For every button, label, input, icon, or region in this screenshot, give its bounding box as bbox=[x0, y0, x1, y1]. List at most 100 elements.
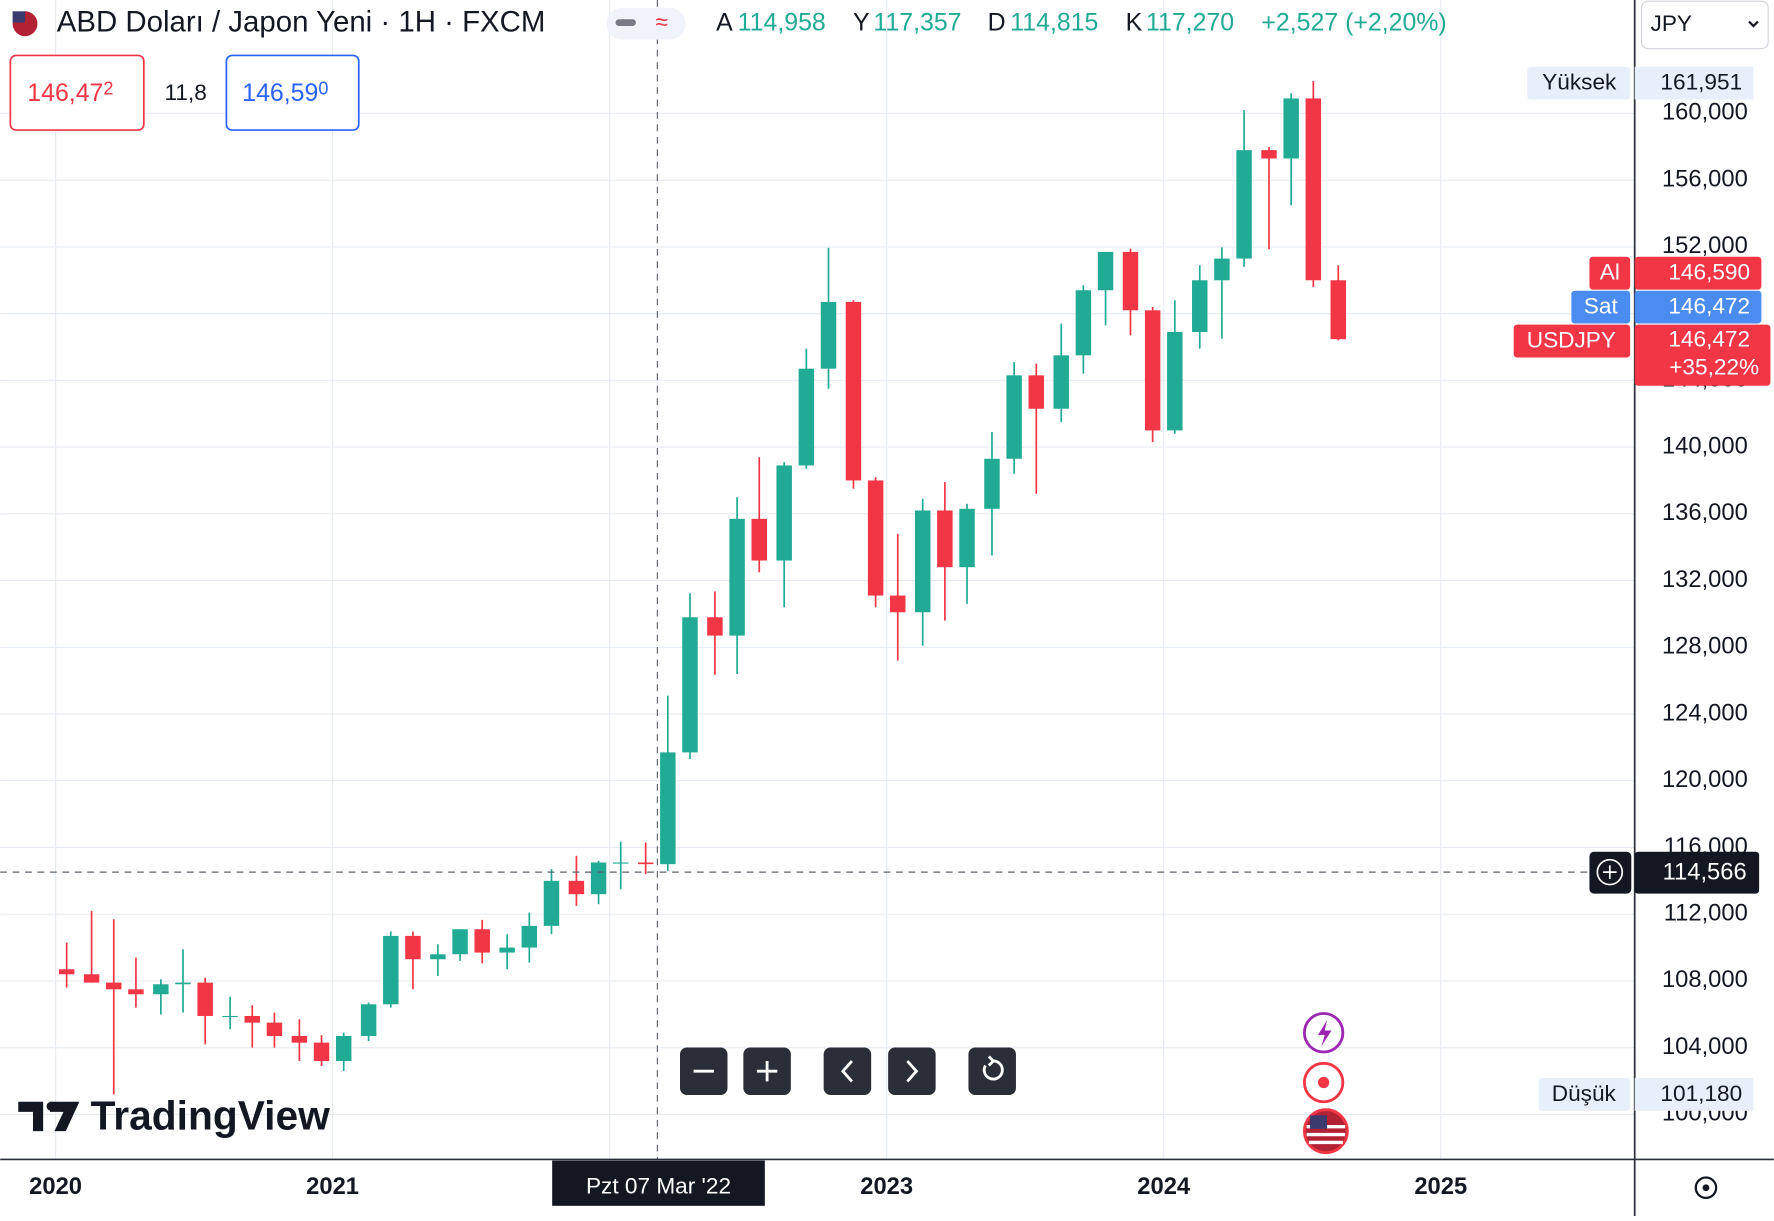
candle-body bbox=[820, 301, 837, 369]
add-icon bbox=[1603, 865, 1617, 879]
crosshair-value-tag bbox=[1634, 851, 1760, 894]
buy-button[interactable] bbox=[225, 54, 360, 131]
status-icon: ≈ bbox=[656, 10, 668, 35]
candle-body bbox=[937, 510, 953, 568]
symbol-name: USDJPY bbox=[1527, 328, 1616, 353]
candle-body bbox=[197, 982, 213, 1016]
ohlc-label: K bbox=[1126, 8, 1143, 36]
candle-body bbox=[244, 1015, 261, 1023]
x-tick-label: 2021 bbox=[306, 1173, 359, 1200]
bid-value-tag bbox=[1634, 290, 1762, 324]
symbol-value: 146,472 bbox=[1668, 326, 1750, 351]
ohlc-label: Y bbox=[853, 8, 870, 36]
ohlc-change: +2,527 (+2,20%) bbox=[1261, 8, 1446, 36]
candle-body bbox=[335, 1035, 352, 1062]
zoom-in-button[interactable] bbox=[743, 1047, 791, 1095]
right-icon bbox=[906, 1060, 919, 1083]
ohlc-value: 114,958 bbox=[738, 8, 826, 36]
ohlc-value: 117,357 bbox=[873, 8, 961, 36]
x-tick-label: 2023 bbox=[860, 1173, 913, 1200]
settings-button[interactable] bbox=[1694, 1176, 1718, 1200]
candle-body bbox=[1305, 98, 1322, 281]
flag-icon-canton bbox=[1310, 1115, 1328, 1129]
candle-body bbox=[313, 1042, 330, 1062]
y-tick-label: 104,000 bbox=[1662, 1033, 1748, 1060]
ohlc-value: 117,270 bbox=[1146, 8, 1234, 36]
flag-icon-canton bbox=[12, 11, 26, 23]
bid-name: Sat bbox=[1584, 294, 1619, 319]
candle-body bbox=[1192, 280, 1208, 332]
candle-body bbox=[83, 974, 100, 983]
x-tick-label: 2024 bbox=[1137, 1173, 1191, 1200]
candle-body bbox=[1236, 150, 1252, 259]
candle-body bbox=[1167, 331, 1183, 431]
y-tick-label: 140,000 bbox=[1662, 432, 1748, 459]
candle-body bbox=[707, 617, 723, 636]
candle-body bbox=[452, 929, 468, 955]
candle-body bbox=[1330, 280, 1346, 340]
button-bg bbox=[823, 1047, 872, 1095]
candle-body bbox=[798, 368, 815, 466]
scroll-left-button[interactable] bbox=[823, 1047, 872, 1095]
high-value-tag bbox=[1634, 66, 1754, 100]
ask-value: 146,590 bbox=[1668, 260, 1750, 285]
candle-body bbox=[845, 301, 862, 481]
axes: 100,000104,000108,000112,000116,000120,0… bbox=[29, 99, 1748, 1200]
x-tick-label: 2020 bbox=[29, 1173, 82, 1200]
buy-price: 146,590 bbox=[242, 78, 328, 106]
x-tick-label: 2025 bbox=[1414, 1173, 1467, 1200]
logo-text: TradingView bbox=[91, 1092, 330, 1138]
candle-body bbox=[1053, 355, 1069, 409]
candle-body bbox=[729, 518, 745, 636]
sell-price: 146,472 bbox=[27, 78, 113, 106]
low-value-tag bbox=[1634, 1077, 1754, 1111]
scroll-right-button[interactable] bbox=[888, 1047, 936, 1095]
status-pill[interactable] bbox=[606, 7, 686, 40]
y-tick-label: 124,000 bbox=[1662, 699, 1748, 726]
currency: JPY bbox=[1651, 11, 1692, 36]
candle-body bbox=[776, 465, 792, 561]
candle-body bbox=[1144, 310, 1161, 431]
y-tick-label: 112,000 bbox=[1664, 899, 1748, 926]
reset-icon bbox=[982, 1059, 1004, 1081]
y-tick-label: 132,000 bbox=[1662, 566, 1748, 593]
candle-body bbox=[568, 880, 585, 895]
y-tick-label: 120,000 bbox=[1662, 766, 1748, 793]
y-tick-label: 152,000 bbox=[1662, 232, 1748, 259]
y-tick-label: 156,000 bbox=[1662, 165, 1748, 192]
settings-icon bbox=[1702, 1184, 1710, 1192]
button-bg bbox=[968, 1047, 1016, 1095]
crosshair-date-tag bbox=[552, 1160, 765, 1206]
logo-mark bbox=[18, 1101, 80, 1132]
reset-button[interactable] bbox=[968, 1047, 1016, 1095]
candle-body bbox=[106, 982, 122, 990]
low-name: Düşük bbox=[1552, 1081, 1617, 1106]
candle-body bbox=[1075, 290, 1092, 356]
crosshair-date: Pzt 07 Mar '22 bbox=[586, 1174, 731, 1199]
candle-body bbox=[613, 862, 629, 864]
lightning-icon bbox=[1317, 1020, 1332, 1047]
spread: 11,8 bbox=[165, 80, 207, 105]
candle-body bbox=[637, 862, 654, 865]
candle-body bbox=[984, 458, 1000, 509]
sell-price-main: 146,47 bbox=[27, 78, 103, 106]
y-tick-label: 128,000 bbox=[1662, 633, 1748, 660]
crosshair-value: 114,566 bbox=[1663, 859, 1747, 886]
candle-body bbox=[1122, 251, 1139, 311]
currency-dropdown[interactable] bbox=[1640, 0, 1769, 50]
candle-body bbox=[682, 617, 698, 753]
bid-value: 146,472 bbox=[1668, 294, 1750, 319]
status-icon bbox=[615, 19, 636, 27]
candle-body bbox=[660, 752, 676, 865]
ask-name: Al bbox=[1600, 260, 1620, 285]
sell-button[interactable] bbox=[9, 54, 145, 131]
symbol-value-tag bbox=[1634, 324, 1771, 386]
candle-body bbox=[890, 595, 906, 613]
y-tick-label: 136,000 bbox=[1662, 499, 1748, 526]
zoom-out-button[interactable] bbox=[679, 1047, 728, 1095]
candle-body bbox=[867, 480, 884, 596]
bid-name-tag bbox=[1571, 290, 1631, 324]
record-icon bbox=[1317, 1076, 1330, 1089]
